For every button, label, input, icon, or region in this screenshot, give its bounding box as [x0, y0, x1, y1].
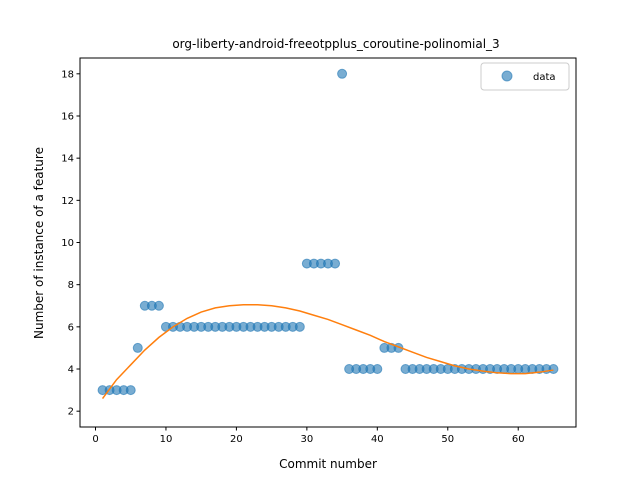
axes: 0 10 20 30 40 50 60 2 4 6 8 10 12 14 16 18	[61, 57, 577, 445]
x-tick-label: 50	[441, 434, 454, 445]
x-tick-label: 0	[92, 434, 98, 445]
y-tick-label: 6	[68, 322, 74, 333]
y-tick-label: 4	[68, 365, 74, 376]
y-axis-label: Number of instance of a feature	[32, 147, 46, 339]
y-tick-label: 16	[61, 111, 74, 122]
chart-title: org-liberty-android-freeotpplus_coroutin…	[172, 37, 499, 51]
y-tick-label: 18	[61, 69, 74, 80]
data-point	[132, 342, 143, 353]
data-point	[372, 364, 383, 375]
legend: data	[480, 62, 570, 91]
y-tick-label: 14	[61, 154, 74, 165]
data-layer	[97, 68, 559, 399]
data-point	[330, 258, 341, 269]
x-tick-label: 20	[230, 434, 243, 445]
x-tick-label: 40	[371, 434, 384, 445]
legend-box	[480, 62, 570, 91]
y-tick-label: 12	[61, 196, 74, 207]
data-point	[548, 364, 559, 375]
x-axis-label: Commit number	[279, 457, 377, 471]
x-tick-label: 30	[300, 434, 313, 445]
y-tick-label: 8	[68, 280, 74, 291]
data-point	[294, 321, 305, 332]
fit-curve	[101, 303, 554, 399]
data-point	[125, 385, 136, 396]
y-tick-label: 2	[68, 407, 74, 418]
legend-label-data: data	[533, 72, 556, 83]
x-tick-label: 60	[512, 434, 525, 445]
x-tick-label: 10	[160, 434, 173, 445]
data-point	[337, 68, 348, 79]
y-tick-label: 10	[61, 238, 74, 249]
legend-marker	[501, 70, 513, 82]
data-point	[153, 300, 164, 311]
